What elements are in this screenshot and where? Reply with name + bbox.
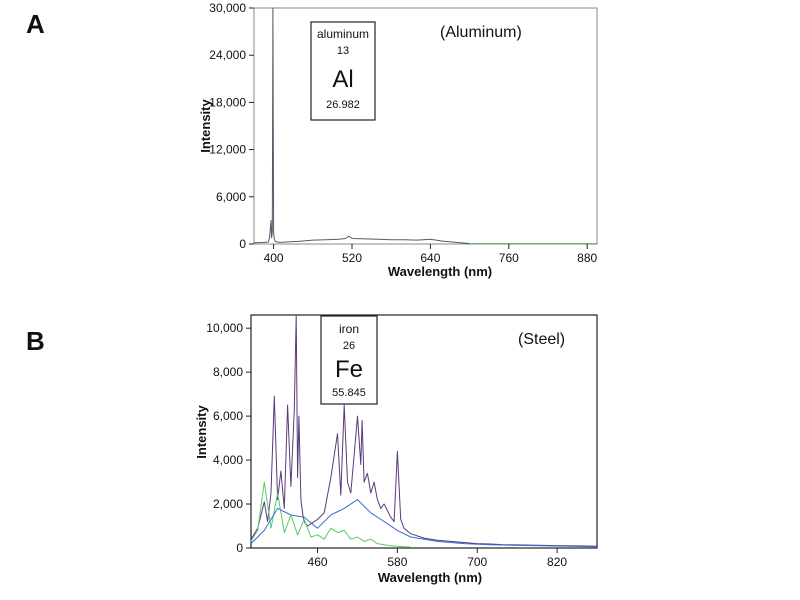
panel-a-x-tick-label: 760 xyxy=(499,251,519,265)
panel-a-x-tick-label: 640 xyxy=(420,251,440,265)
panel-a-y-axis-title: Intensity xyxy=(198,99,213,153)
panel-a-element-box: aluminum 13 Al 26.982 xyxy=(310,21,376,121)
panel-b-x-tick-label: 700 xyxy=(467,555,487,569)
panel-a-element-box-frame xyxy=(310,21,376,121)
panel-b-y-axis-title: Intensity xyxy=(194,405,209,459)
panel-b-element-symbol: Fe xyxy=(335,356,363,383)
panel-a-plot-frame xyxy=(253,7,598,245)
panel-a-x-ticks: 400 520 640 760 880 xyxy=(264,244,598,265)
panel-a-element-number: 13 xyxy=(337,45,349,57)
panel-a-y-tick-label: 24,000 xyxy=(209,48,246,62)
panel-a-element-name: aluminum xyxy=(317,27,369,41)
panel-b-annotation: (Steel) xyxy=(518,331,565,348)
panel-b-series-1-line xyxy=(250,481,411,548)
panel-b-y-tick-label: 6,000 xyxy=(213,409,243,423)
panel-b-series-group xyxy=(250,314,598,548)
panel-a-y-ticks: 0 6,000 12,000 18,000 24,000 30,000 xyxy=(209,1,254,251)
panel-a-y-tick-label: 0 xyxy=(239,237,246,251)
panel-b-chart: B 460 580 700 820 0 2,000 4,000 6,000 8,000 10,0… xyxy=(26,314,598,585)
panel-b-y-ticks: 0 2,000 4,000 6,000 8,000 10,000 xyxy=(206,321,251,555)
panel-b-y-tick-label: 10,000 xyxy=(206,321,243,335)
panel-a-annotation: (Aluminum) xyxy=(440,24,522,41)
panel-a-y-tick-label: 30,000 xyxy=(209,1,246,15)
panel-a-x-axis-title: Wavelength (nm) xyxy=(388,264,492,279)
panel-b-label: B xyxy=(26,326,45,356)
panel-a-y-tick-label: 6,000 xyxy=(216,190,246,204)
panel-b-x-tick-label: 580 xyxy=(387,555,407,569)
panel-b-x-axis-title: Wavelength (nm) xyxy=(378,570,482,585)
panel-b-element-mass: 55.845 xyxy=(332,387,366,399)
panel-a-x-tick-label: 520 xyxy=(342,251,362,265)
panel-a-chart: A 400 520 640 760 880 0 6,000 12,000 18,000 24,0… xyxy=(26,1,598,279)
panel-a-label: A xyxy=(26,9,45,39)
panel-b-y-tick-label: 2,000 xyxy=(213,497,243,511)
panel-a-element-mass: 26.982 xyxy=(326,99,360,111)
panel-a-x-tick-label: 880 xyxy=(577,251,597,265)
panel-b-series-2-line xyxy=(250,499,598,548)
panel-b-element-box: iron 26 Fe 55.845 xyxy=(320,315,378,405)
panel-b-series-0-line xyxy=(250,314,598,547)
panel-a-series-group xyxy=(253,7,597,245)
panel-b-x-tick-label: 460 xyxy=(308,555,328,569)
panel-b-element-box-frame xyxy=(320,315,378,405)
panel-a-series-0-line xyxy=(253,7,470,245)
panel-a-y-tick-label: 12,000 xyxy=(209,143,246,157)
panel-b-element-number: 26 xyxy=(343,340,355,352)
panel-a-x-tick-label: 400 xyxy=(264,251,284,265)
panel-b-y-tick-label: 0 xyxy=(236,541,243,555)
panel-a-y-tick-label: 18,000 xyxy=(209,95,246,109)
panel-b-y-tick-label: 8,000 xyxy=(213,365,243,379)
panel-b-x-tick-label: 820 xyxy=(547,555,567,569)
panel-b-element-name: iron xyxy=(339,322,359,336)
panel-a-element-symbol: Al xyxy=(332,66,353,93)
panel-b-plot-frame xyxy=(250,314,598,549)
panel-b-x-ticks: 460 580 700 820 xyxy=(308,548,567,569)
panel-b-y-tick-label: 4,000 xyxy=(213,453,243,467)
